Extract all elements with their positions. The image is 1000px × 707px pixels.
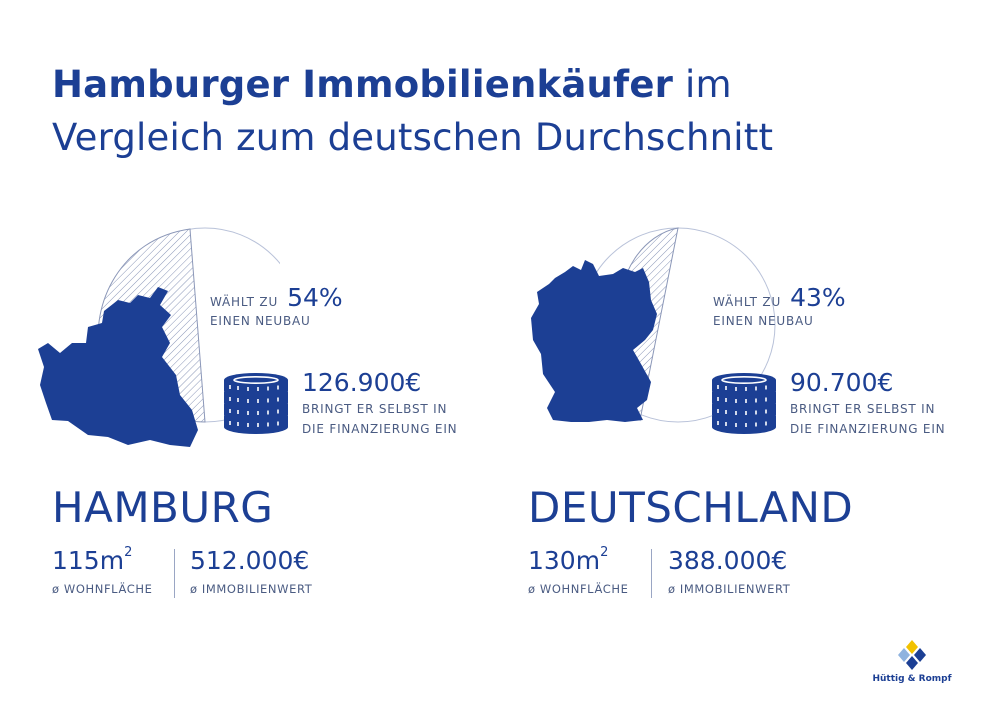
germany-area-value: 130m2 bbox=[528, 544, 609, 575]
pie-hatch-icon bbox=[531, 227, 776, 423]
germany-area-sup: 2 bbox=[600, 544, 609, 560]
hamburg-area-value: 115m2 bbox=[52, 544, 133, 575]
hamburg-neubau-pct: 54% bbox=[287, 283, 343, 312]
hamburg-neubau-lead: WÄHLT ZU bbox=[210, 295, 279, 309]
hamburg-neubau-line: WÄHLT ZU 54% bbox=[210, 283, 343, 312]
hamburg-divider bbox=[174, 549, 175, 598]
hamburg-value-label: ø IMMOBILIENWERT bbox=[190, 582, 313, 596]
hamburg-equity-line2: DIE FINANZIERUNG EIN bbox=[302, 422, 458, 436]
hamburg-heading: HAMBURG bbox=[52, 483, 274, 532]
hamburg-value: 512.000€ bbox=[190, 546, 310, 575]
germany-neubau-line: WÄHLT ZU 43% bbox=[713, 283, 846, 312]
germany-value-label: ø IMMOBILIENWERT bbox=[668, 582, 791, 596]
page-title-rest: im bbox=[673, 63, 732, 106]
germany-neubau-pct: 43% bbox=[790, 283, 846, 312]
hamburg-neubau-sub: EINEN NEUBAU bbox=[210, 314, 311, 328]
germany-heading: DEUTSCHLAND bbox=[528, 483, 854, 532]
logo-diamond-icon bbox=[898, 640, 926, 670]
germany-equity-line1: BRINGT ER SELBST IN bbox=[790, 402, 936, 416]
germany-area-label: ø WOHNFLÄCHE bbox=[528, 582, 629, 596]
germany-neubau-sub: EINEN NEUBAU bbox=[713, 314, 814, 328]
hamburg-equity: 126.900€ bbox=[302, 368, 422, 397]
germany-equity-line2: DIE FINANZIERUNG EIN bbox=[790, 422, 946, 436]
germany-neubau-lead: WÄHLT ZU bbox=[713, 295, 782, 309]
hamburg-area-label: ø WOHNFLÄCHE bbox=[52, 582, 153, 596]
hamburg-area-number: 115m bbox=[52, 546, 125, 575]
germany-equity: 90.700€ bbox=[790, 368, 894, 397]
germany-divider bbox=[651, 549, 652, 598]
coin-stack-icon bbox=[224, 373, 288, 434]
germany-map-icon bbox=[531, 260, 657, 422]
pie-hatch-icon bbox=[38, 227, 280, 447]
logo: Hüttig & Rompf bbox=[872, 640, 952, 690]
germany-value: 388.000€ bbox=[668, 546, 788, 575]
hamburg-area-sup: 2 bbox=[124, 544, 133, 560]
logo-text: Hüttig & Rompf bbox=[872, 674, 952, 684]
page-title-line2: Vergleich zum deutschen Durchschnitt bbox=[52, 116, 774, 159]
hamburg-map-icon bbox=[38, 287, 198, 447]
hamburg-equity-line1: BRINGT ER SELBST IN bbox=[302, 402, 448, 416]
germany-area-number: 130m bbox=[528, 546, 601, 575]
coin-stack-icon bbox=[712, 373, 776, 434]
page-title-bold: Hamburger Immobilienkäufer bbox=[52, 63, 674, 106]
page-title: Hamburger Immobilienkäufer im Vergleich z… bbox=[52, 58, 773, 164]
